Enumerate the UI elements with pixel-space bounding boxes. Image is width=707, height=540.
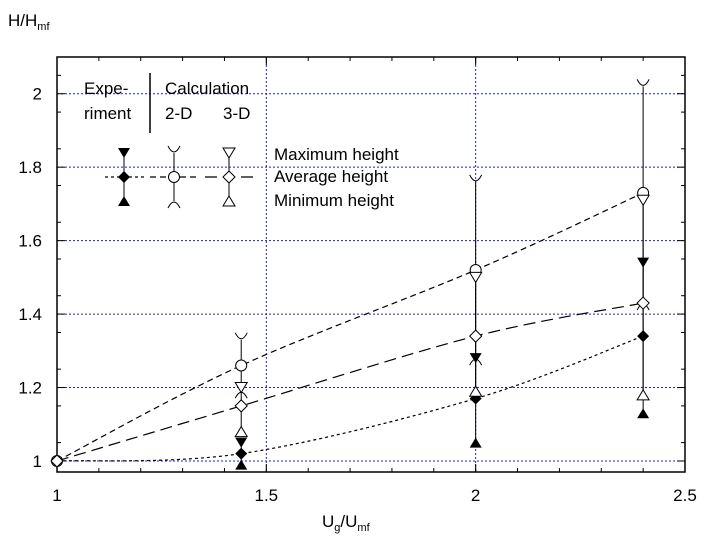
marker-calculation-3d-min (468, 385, 483, 397)
marker-calculation-3d-max (234, 382, 249, 394)
series-line-calculation-3d (56, 302, 644, 462)
marker-calculation-3d-avg (636, 296, 650, 310)
legend-max-label: Maximum height (274, 145, 399, 164)
y-tick-label: 1 (33, 452, 42, 471)
marker-calculation-2d-min (167, 201, 181, 209)
ticks: 1 1.5 2 2.5 1 1.2 1.4 1.6 1.8 2 (18, 57, 697, 505)
series-line-experiment (56, 335, 644, 462)
legend-min-label: Minimum height (274, 191, 394, 210)
marker-calculation-2d-avg (235, 359, 248, 372)
plot-frame (56, 56, 686, 473)
x-tick-label: 1 (52, 486, 61, 505)
marker-experiment-min (118, 196, 130, 206)
y-tick-label: 2 (33, 85, 42, 104)
legend: Expe- riment Calculation 2-D 3-D Maximum… (84, 73, 399, 210)
legend-2d-header: 2-D (165, 104, 192, 123)
marker-calculation-3d-avg (222, 170, 236, 184)
x-tick-label: 1.5 (255, 486, 279, 505)
marker-calculation-3d-min (234, 425, 249, 438)
legend-experiment-header-2: riment (84, 104, 132, 123)
marker-calculation-3d-avg (468, 329, 483, 343)
y-tick-label: 1.4 (18, 305, 42, 324)
marker-experiment-avg (118, 171, 130, 183)
y-tick-label: 1.8 (18, 158, 42, 177)
grid (57, 57, 685, 472)
x-tick-label: 2 (471, 486, 480, 505)
legend-experiment-header-1: Expe- (84, 79, 128, 98)
y-tick-label: 1.2 (18, 379, 42, 398)
series-calculation-2d (51, 79, 650, 467)
marker-calculation-2d-max (469, 174, 483, 182)
marker-calculation-2d-max (167, 145, 181, 153)
marker-experiment-min (469, 437, 482, 448)
marker-experiment-avg (235, 447, 248, 460)
x-axis-label: Ug/Umf (322, 512, 371, 534)
y-axis-label: H/Hmf (8, 11, 50, 33)
marker-experiment-max (118, 148, 130, 158)
x-tick-label: 2.5 (673, 486, 697, 505)
marker-calculation-2d-max (636, 79, 650, 86)
series-calculation-3d (50, 194, 651, 468)
legend-markers (118, 145, 236, 209)
legend-3d-header: 3-D (223, 104, 250, 123)
marker-calculation-3d-max (636, 194, 651, 207)
series-experiment (51, 257, 650, 470)
marker-calculation-3d-min (636, 388, 651, 401)
marker-experiment-max (235, 437, 248, 448)
legend-calculation-header: Calculation (165, 79, 249, 98)
legend-avg-label: Average height (274, 167, 388, 186)
marker-experiment-min (235, 459, 248, 470)
marker-calculation-3d-avg (50, 454, 64, 468)
marker-calculation-3d-min (222, 195, 236, 207)
marker-calculation-3d-avg (234, 399, 248, 413)
marker-calculation-3d-max (222, 147, 236, 159)
marker-calculation-3d-max (468, 271, 483, 284)
series-line-calculation-2d (56, 192, 644, 462)
series (50, 79, 651, 470)
marker-experiment-min (637, 408, 650, 419)
marker-calculation-2d-max (234, 332, 248, 340)
y-tick-label: 1.6 (18, 232, 42, 251)
marker-calculation-2d-avg (168, 171, 180, 183)
